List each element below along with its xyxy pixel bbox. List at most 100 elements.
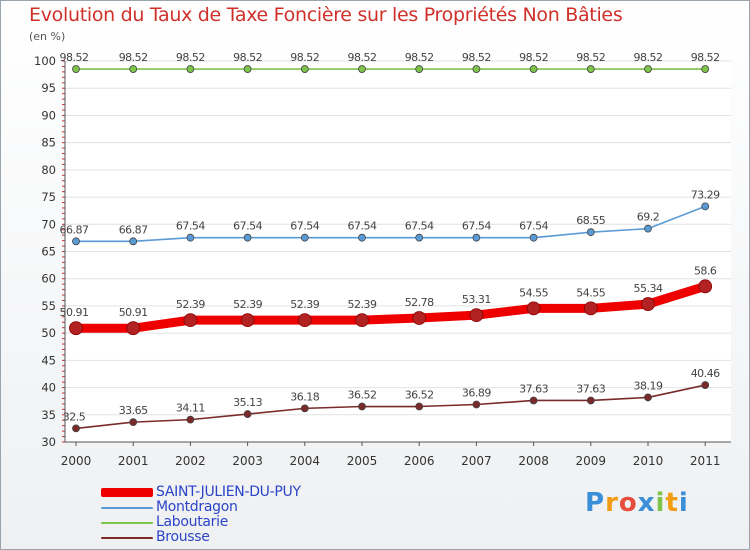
x-tick-label: 2003	[232, 454, 263, 468]
data-label-2: 98.52	[634, 51, 663, 64]
data-point-2	[358, 65, 366, 73]
data-point-0	[526, 301, 541, 316]
y-tick-label: 100	[34, 54, 56, 68]
x-tick-label: 2011	[690, 454, 721, 468]
data-point-3	[358, 402, 366, 411]
x-tick-label: 2010	[633, 454, 664, 468]
data-label-3: 33.65	[119, 404, 148, 417]
data-label-0: 52.39	[290, 298, 319, 311]
data-point-3	[243, 410, 252, 418]
data-label-2: 98.52	[348, 51, 377, 64]
data-point-2	[472, 65, 481, 73]
data-label-1: 73.29	[691, 188, 720, 201]
data-label-1: 67.54	[348, 220, 377, 233]
y-tick-label: 30	[41, 435, 56, 449]
proxiti-logo: Proxiti	[585, 488, 689, 518]
legend-label-3: Brousse	[156, 529, 210, 545]
data-label-0: 50.91	[119, 306, 148, 319]
data-label-2: 98.52	[576, 51, 605, 64]
data-label-3: 36.52	[348, 389, 377, 402]
y-tick-label: 70	[41, 217, 56, 231]
data-point-3	[586, 396, 595, 405]
data-label-3: 35.13	[233, 396, 262, 409]
data-label-3: 40.46	[691, 367, 720, 380]
data-point-2	[586, 65, 595, 73]
data-label-2: 98.52	[176, 51, 205, 64]
data-point-2	[644, 65, 652, 73]
legend-swatch-0	[101, 488, 153, 497]
legend-label-0: SAINT-JULIEN-DU-PUY	[156, 484, 301, 500]
data-point-1	[300, 233, 309, 242]
data-label-1: 66.87	[119, 223, 148, 236]
data-label-3: 34.11	[176, 402, 205, 415]
data-point-2	[701, 65, 710, 73]
data-label-1: 68.55	[576, 214, 605, 227]
data-label-1: 66.87	[60, 223, 89, 236]
data-point-3	[644, 393, 652, 402]
data-label-1: 67.54	[462, 220, 491, 233]
brand-letter: i	[678, 488, 689, 518]
data-label-0: 52.78	[405, 296, 434, 309]
x-tick-label: 2009	[576, 454, 607, 468]
data-label-3: 36.52	[405, 389, 434, 402]
data-label-3: 37.63	[576, 382, 605, 395]
data-label-0: 52.39	[176, 298, 205, 311]
data-label-2: 98.52	[405, 51, 434, 64]
data-point-1	[701, 202, 710, 211]
x-tick-label: 2004	[290, 454, 321, 468]
data-point-3	[186, 415, 195, 424]
data-label-0: 50.91	[60, 306, 89, 319]
series-line-0	[71, 281, 710, 333]
data-point-2	[129, 65, 138, 73]
legend-swatch-3	[101, 536, 153, 539]
data-point-2	[72, 65, 80, 73]
data-label-1: 67.54	[519, 220, 548, 233]
data-point-1	[243, 233, 252, 242]
data-label-3: 36.18	[290, 390, 319, 403]
data-point-2	[300, 65, 309, 73]
data-label-3: 32.5	[63, 410, 86, 423]
data-point-0	[641, 297, 655, 311]
data-point-2	[529, 65, 538, 73]
data-point-0	[183, 313, 198, 328]
brand-letter: t	[665, 488, 679, 518]
data-point-0	[355, 313, 369, 328]
y-tick-label: 95	[41, 81, 56, 95]
x-tick-label: 2006	[404, 454, 435, 468]
data-point-0	[583, 301, 598, 316]
data-point-3	[300, 404, 309, 413]
data-label-1: 67.54	[233, 220, 262, 233]
data-point-1	[358, 233, 366, 242]
data-point-1	[472, 233, 481, 242]
y-tick-label: 85	[41, 136, 56, 150]
data-label-2: 98.52	[233, 51, 262, 64]
data-label-1: 67.54	[176, 220, 205, 233]
data-label-3: 38.19	[634, 379, 663, 392]
y-tick-label: 65	[41, 245, 56, 259]
y-tick-label: 40	[41, 381, 56, 395]
data-label-2: 98.52	[691, 51, 720, 64]
data-label-2: 98.52	[519, 51, 548, 64]
y-tick-label: 45	[41, 353, 56, 367]
series-line-3	[75, 384, 707, 430]
data-point-3	[415, 402, 424, 411]
data-point-0	[698, 279, 713, 294]
data-point-1	[72, 237, 80, 246]
data-point-0	[126, 321, 141, 336]
chart-subtitle: (en %)	[29, 30, 66, 43]
data-point-3	[701, 381, 710, 389]
data-point-0	[469, 308, 484, 323]
x-tick-label: 2001	[118, 454, 149, 468]
data-point-0	[297, 313, 312, 328]
legend-label-2: Laboutarie	[156, 514, 229, 530]
x-tick-label: 2007	[461, 454, 492, 468]
brand-letter: P	[585, 488, 606, 518]
data-point-0	[412, 311, 427, 325]
data-point-1	[415, 233, 424, 242]
legend-swatch-1	[101, 506, 153, 509]
data-point-1	[186, 233, 195, 242]
data-label-2: 98.52	[290, 51, 319, 64]
data-label-1: 67.54	[290, 220, 319, 233]
